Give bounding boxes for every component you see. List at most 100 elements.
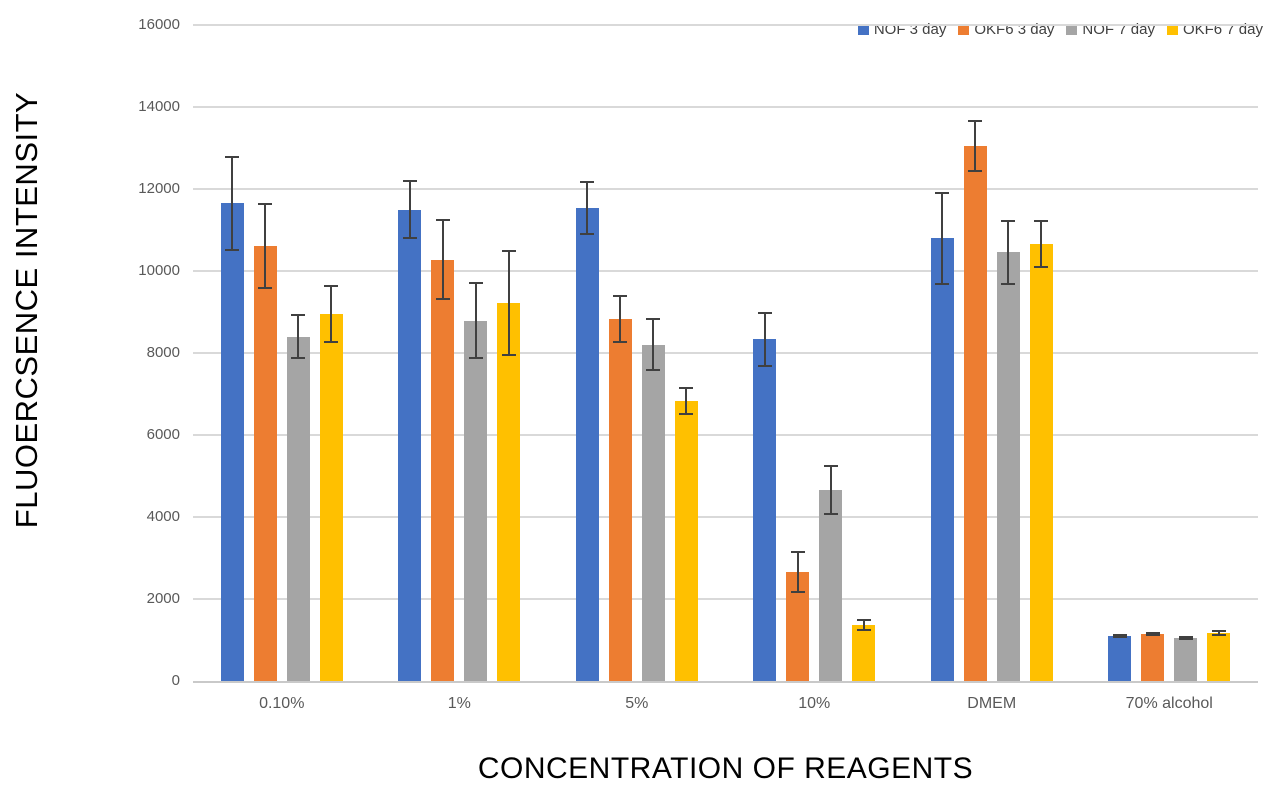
bar-group — [726, 25, 904, 681]
error-bar-cap — [1112, 635, 1127, 638]
bar-group — [1081, 25, 1259, 681]
error-bar-cap — [1145, 631, 1160, 634]
error-bar-cap — [1034, 219, 1049, 222]
error-bar-cap — [613, 341, 628, 344]
error-bar-cap — [790, 551, 805, 554]
bar — [641, 318, 665, 681]
plot-area — [193, 24, 1259, 683]
error-bar-whisker — [619, 294, 622, 344]
gridline — [193, 598, 1258, 600]
error-bar-cap — [1001, 282, 1016, 285]
error-bar-cap — [402, 179, 417, 182]
error-bar-cap — [646, 369, 661, 372]
error-bar — [1211, 629, 1226, 637]
bar — [852, 619, 876, 681]
gridline — [193, 434, 1258, 436]
error-bar-whisker — [330, 285, 333, 343]
legend-swatch — [1166, 24, 1178, 35]
error-bar-cap — [757, 311, 772, 314]
error-bar-cap — [1145, 633, 1160, 636]
error-bar-whisker — [862, 619, 865, 632]
error-bar — [1112, 633, 1127, 638]
y-tick-label: 8000 — [146, 344, 180, 361]
bar-group — [903, 25, 1081, 681]
bar-group — [193, 25, 371, 681]
error-bar-whisker — [1184, 635, 1187, 640]
error-bar-whisker — [1118, 633, 1121, 638]
error-bar-cap — [402, 237, 417, 240]
bar — [398, 179, 422, 681]
error-bar-cap — [435, 219, 450, 222]
error-bar-cap — [823, 465, 838, 468]
error-bar-cap — [468, 282, 483, 285]
error-bar-cap — [324, 340, 339, 343]
error-bar-cap — [1112, 633, 1127, 636]
error-bar-cap — [935, 191, 950, 194]
error-bar-whisker — [796, 551, 799, 594]
error-bar-whisker — [297, 314, 300, 360]
bar — [930, 191, 954, 681]
error-bar-cap — [225, 156, 240, 159]
bar — [963, 119, 987, 681]
error-bar-cap — [1178, 635, 1193, 638]
error-bar-whisker — [408, 179, 411, 240]
error-bar-whisker — [1007, 219, 1010, 285]
error-bar — [580, 181, 595, 236]
error-bar-cap — [679, 413, 694, 416]
error-bar — [258, 203, 273, 290]
error-bar-cap — [580, 233, 595, 236]
error-bar-whisker — [685, 386, 688, 416]
error-bar — [435, 219, 450, 300]
error-bar-whisker — [941, 191, 944, 285]
error-bar — [501, 249, 516, 357]
error-bar-whisker — [474, 282, 477, 360]
error-bar-whisker — [652, 318, 655, 372]
legend-swatch — [958, 24, 970, 35]
error-bar — [823, 465, 838, 515]
error-bar-whisker — [1217, 629, 1220, 637]
error-bar-cap — [856, 629, 871, 632]
bar — [286, 314, 310, 681]
x-category-label: 0.10% — [259, 695, 305, 712]
y-axis-ticks: 0 2000 4000 6000 8000 10000 12000 14000 16000 — [0, 16, 180, 689]
x-category-label: DMEM — [967, 695, 1017, 712]
error-bar-cap — [468, 357, 483, 360]
error-bar — [757, 311, 772, 368]
error-bar — [468, 282, 483, 360]
error-bar-cap — [1001, 219, 1016, 222]
error-bar-whisker — [264, 203, 267, 290]
error-bar — [1145, 631, 1160, 636]
bar — [1207, 629, 1231, 681]
legend-swatch — [857, 24, 869, 35]
error-bar-whisker — [974, 119, 977, 173]
bar — [996, 219, 1020, 681]
bar — [464, 282, 488, 681]
bar — [220, 156, 244, 681]
error-bar — [291, 314, 306, 360]
error-bar-cap — [1178, 638, 1193, 640]
y-tick-label: 12000 — [138, 180, 180, 197]
error-bar-whisker — [586, 181, 589, 236]
error-bar — [790, 551, 805, 594]
error-bar-cap — [501, 249, 516, 252]
gridline — [193, 188, 1258, 190]
y-tick-label: 4000 — [146, 508, 180, 525]
gridline — [193, 24, 1258, 26]
error-bar-cap — [757, 365, 772, 368]
error-bar — [646, 318, 661, 372]
error-bar-cap — [291, 357, 306, 360]
bar — [608, 294, 632, 681]
error-bar-cap — [1034, 266, 1049, 269]
error-bar-cap — [225, 248, 240, 251]
error-bar — [1034, 219, 1049, 269]
error-bar-cap — [501, 354, 516, 357]
legend-swatch — [1066, 24, 1078, 35]
bar — [786, 551, 810, 681]
error-bar-cap — [935, 282, 950, 285]
error-bar-cap — [580, 181, 595, 184]
x-category-label: 70% alcohol — [1125, 695, 1213, 712]
error-bar-cap — [646, 318, 661, 321]
y-tick-label: 0 — [171, 672, 180, 689]
error-bar-cap — [856, 619, 871, 622]
error-bar-cap — [1211, 629, 1226, 632]
